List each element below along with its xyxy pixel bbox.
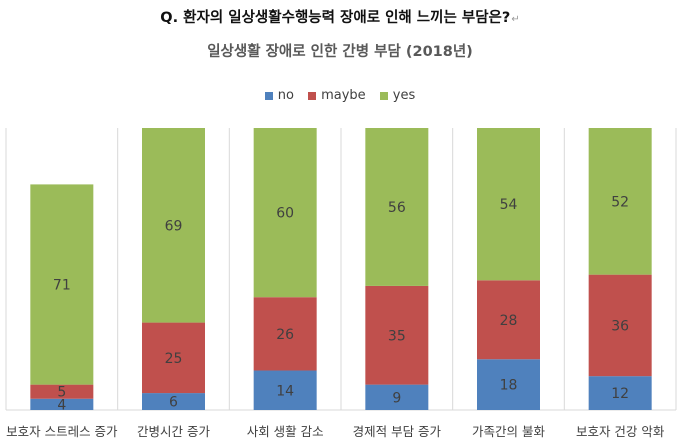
data-label-maybe: 28 [500, 313, 518, 329]
bar-no [365, 384, 429, 410]
data-label-maybe: 36 [611, 318, 629, 334]
data-label-maybe: 26 [276, 327, 294, 343]
legend-item-maybe: maybe [308, 88, 366, 103]
data-label-yes: 54 [500, 197, 518, 213]
data-label-no: 14 [276, 383, 294, 399]
bar-maybe [253, 297, 317, 371]
data-label-yes: 52 [611, 194, 629, 210]
data-label-yes: 71 [53, 278, 71, 294]
bar-yes [588, 128, 652, 275]
bar-yes [30, 184, 94, 385]
bar-maybe [365, 285, 429, 385]
data-label-no: 18 [500, 378, 518, 394]
chart-title: 일상생활 장애로 인한 간병 부담 (2018년) [207, 44, 473, 60]
legend-item-no: no [264, 88, 294, 103]
data-label-no: 9 [392, 390, 401, 406]
bar-no [253, 370, 317, 410]
bar-maybe [30, 384, 94, 399]
data-label-yes: 69 [165, 218, 183, 234]
bar-no [477, 359, 540, 410]
x-tick-label: 간병시간 증가 [137, 424, 210, 439]
bar-no [30, 398, 94, 410]
bar-maybe [477, 280, 540, 360]
question-title: Q. 환자의 일상생활수행능력 장애로 인해 느끼는 부담은?↵ [0, 6, 680, 27]
return-mark: ↵ [511, 14, 520, 25]
data-label-maybe: 35 [388, 328, 406, 344]
legend-label-yes: yes [392, 88, 416, 103]
legend-item-yes: yes [379, 88, 416, 103]
x-tick-label: 가족간의 불화 [472, 424, 545, 439]
data-label-yes: 56 [388, 200, 406, 216]
bar-yes [142, 128, 205, 323]
x-tick-label: 보호자 건강 악화 [576, 424, 665, 439]
data-label-no: 4 [57, 397, 66, 413]
legend-label-no: no [277, 88, 294, 103]
data-label-yes: 60 [276, 206, 294, 222]
question-text: Q. 환자의 일상생활수행능력 장애로 인해 느끼는 부담은? [160, 10, 511, 26]
data-label-maybe: 5 [57, 385, 66, 401]
legend-swatch-no [264, 91, 273, 100]
data-label-no: 12 [611, 386, 629, 402]
x-tick-label: 경제적 부담 증가 [353, 424, 442, 439]
x-tick-label: 사회 생활 감소 [247, 424, 324, 439]
legend-swatch-yes [379, 91, 388, 100]
bar-maybe [142, 322, 205, 394]
bar-yes [365, 128, 429, 286]
legend-swatch-maybe [308, 91, 317, 100]
legend-label-maybe: maybe [321, 88, 366, 103]
bar-yes [253, 128, 317, 298]
bar-maybe [588, 274, 652, 377]
legend: no maybe yes [0, 88, 680, 104]
bar-no [588, 376, 652, 410]
data-label-no: 6 [169, 395, 178, 411]
bar-yes [477, 128, 540, 281]
data-label-maybe: 25 [165, 351, 183, 367]
x-tick-label: 보호자 스트레스 증가 [6, 424, 118, 439]
bar-no [142, 393, 205, 410]
